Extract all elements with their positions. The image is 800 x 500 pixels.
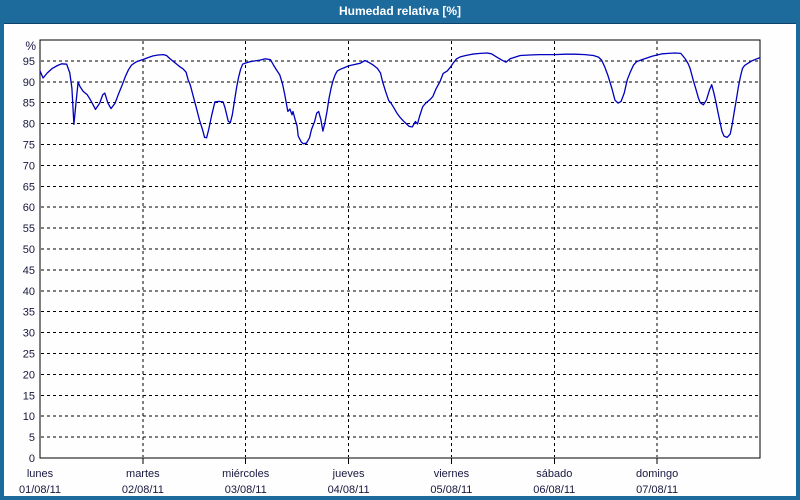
- y-tick-label: 70: [23, 160, 35, 172]
- y-tick-label: 65: [23, 181, 35, 193]
- y-tick-label: 45: [23, 265, 35, 277]
- y-tick-label: 35: [23, 307, 35, 319]
- y-tick-label: 90: [23, 77, 35, 89]
- x-weekday-label: martes: [126, 468, 160, 480]
- y-tick-label: 5: [29, 432, 35, 444]
- x-date-label: 06/08/11: [533, 484, 575, 496]
- y-tick-label: 95: [23, 56, 35, 68]
- x-date-label: 05/08/11: [430, 484, 472, 496]
- y-tick-label: 25: [23, 349, 35, 361]
- y-tick-label: 20: [23, 369, 35, 381]
- x-date-label: 07/08/11: [636, 484, 678, 496]
- x-date-label: 01/08/11: [19, 484, 61, 496]
- y-tick-label: 50: [23, 244, 35, 256]
- y-tick-label: 85: [23, 98, 35, 110]
- humidity-series-line: [39, 52, 761, 145]
- x-weekday-label: jueves: [332, 468, 365, 480]
- y-tick-label: 60: [23, 202, 35, 214]
- window-title: Humedad relativa [%]: [338, 4, 462, 18]
- y-tick-label: 75: [23, 140, 35, 152]
- x-weekday-label: miércoles: [222, 468, 270, 480]
- y-tick-label: 10: [23, 411, 35, 423]
- x-weekday-label: domingo: [636, 468, 678, 480]
- y-tick-label: 0: [29, 453, 35, 465]
- plot-border: [39, 39, 761, 459]
- x-date-label: 03/08/11: [225, 484, 267, 496]
- y-tick-label: 55: [23, 223, 35, 235]
- y-tick-label: 15: [23, 390, 35, 402]
- x-weekday-label: sábado: [536, 468, 572, 480]
- y-tick-label: 30: [23, 328, 35, 340]
- y-axis-unit-label: %: [25, 39, 36, 53]
- title-bar: Humedad relativa [%]: [0, 0, 800, 22]
- y-tick-label: 80: [23, 119, 35, 131]
- x-weekday-label: viernes: [434, 468, 470, 480]
- x-weekday-label: lunes: [27, 468, 54, 480]
- x-date-label: 04/08/11: [328, 484, 370, 496]
- x-date-label: 02/08/11: [122, 484, 164, 496]
- y-tick-label: 40: [23, 286, 35, 298]
